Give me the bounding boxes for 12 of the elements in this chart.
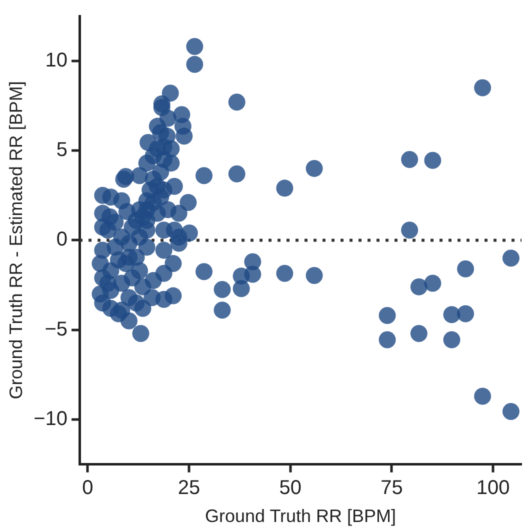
y-tick-label: 10 [45,49,68,72]
x-tick-label: 0 [82,476,94,499]
y-axis-title: Ground Truth RR - Estimated RR [BPM] [6,81,26,400]
x-axis-title: Ground Truth RR [BPM] [204,506,396,526]
y-tick-label: 5 [56,139,68,162]
y-tick-label: −10 [34,408,68,430]
x-tick-label: 25 [178,476,200,499]
x-tick-label: 50 [279,476,302,499]
y-tick-label: 0 [56,228,68,251]
x-tick-label: 75 [380,476,403,499]
x-tick-label: 100 [476,476,510,499]
y-tick-label: −5 [44,318,68,340]
